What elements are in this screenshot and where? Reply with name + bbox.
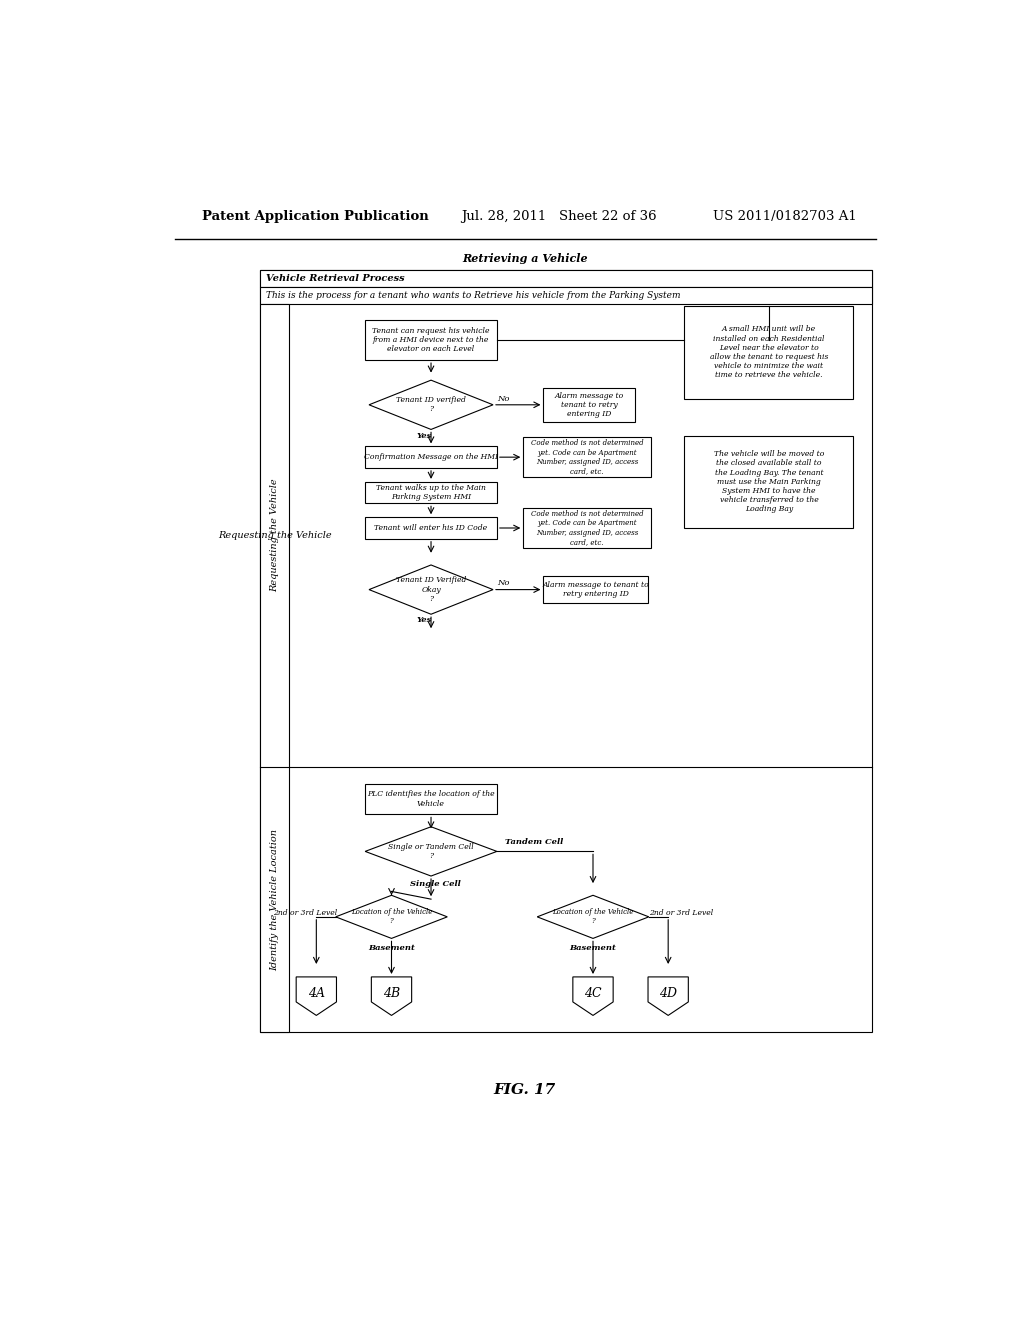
Text: Jul. 28, 2011   Sheet 22 of 36: Jul. 28, 2011 Sheet 22 of 36 (461, 210, 656, 223)
Polygon shape (369, 565, 493, 614)
Text: FIG. 17: FIG. 17 (494, 1084, 556, 1097)
Polygon shape (366, 826, 497, 876)
FancyBboxPatch shape (260, 271, 872, 1032)
Polygon shape (648, 977, 688, 1015)
Text: Code method is not determined
yet. Code can be Apartment
Number, assigned ID, ac: Code method is not determined yet. Code … (530, 440, 643, 475)
Text: Requesting the Vehicle: Requesting the Vehicle (270, 479, 279, 593)
Text: 2nd or 3rd Level: 2nd or 3rd Level (272, 909, 337, 917)
FancyBboxPatch shape (366, 321, 497, 360)
FancyBboxPatch shape (684, 436, 853, 528)
Text: Tenant can request his vehicle
from a HMI device next to the
elevator on each Le: Tenant can request his vehicle from a HM… (373, 327, 489, 354)
FancyBboxPatch shape (366, 517, 497, 539)
Text: Tandem Cell: Tandem Cell (505, 838, 563, 846)
FancyBboxPatch shape (260, 304, 289, 1032)
Text: No: No (497, 579, 509, 587)
Text: 4C: 4C (584, 986, 602, 999)
FancyBboxPatch shape (544, 388, 635, 422)
Text: US 2011/0182703 A1: US 2011/0182703 A1 (713, 210, 857, 223)
Text: The vehicle will be moved to
the closed available stall to
the Loading Bay. The : The vehicle will be moved to the closed … (714, 450, 824, 513)
FancyBboxPatch shape (260, 271, 872, 286)
Text: Single Cell: Single Cell (410, 879, 460, 888)
FancyBboxPatch shape (366, 784, 497, 814)
Text: Retrieving a Vehicle: Retrieving a Vehicle (462, 253, 588, 264)
Text: 4D: 4D (659, 986, 677, 999)
Text: Location of the Vehicle
?: Location of the Vehicle ? (552, 908, 634, 925)
Text: Alarm message to tenant to
retry entering ID: Alarm message to tenant to retry enterin… (543, 581, 649, 598)
FancyBboxPatch shape (523, 508, 651, 548)
Text: No: No (497, 395, 509, 403)
Text: Alarm message to
tenant to retry
entering ID: Alarm message to tenant to retry enterin… (555, 392, 624, 418)
Text: Yes: Yes (417, 432, 432, 440)
Polygon shape (572, 977, 613, 1015)
Text: Tenant ID verified
?: Tenant ID verified ? (396, 396, 466, 413)
Text: Patent Application Publication: Patent Application Publication (202, 210, 428, 223)
Text: Yes: Yes (417, 616, 432, 624)
Text: Vehicle Retrieval Process: Vehicle Retrieval Process (266, 275, 404, 282)
FancyBboxPatch shape (523, 437, 651, 478)
Polygon shape (336, 895, 447, 939)
Text: Location of the Vehicle
?: Location of the Vehicle ? (351, 908, 432, 925)
Polygon shape (296, 977, 337, 1015)
FancyBboxPatch shape (366, 482, 497, 503)
Text: PLC identifies the location of the
Vehicle: PLC identifies the location of the Vehic… (368, 791, 495, 808)
Polygon shape (372, 977, 412, 1015)
Text: This is the process for a tenant who wants to Retrieve his vehicle from the Park: This is the process for a tenant who wan… (266, 290, 681, 300)
Text: Confirmation Message on the HMI: Confirmation Message on the HMI (364, 453, 498, 461)
FancyBboxPatch shape (684, 306, 853, 399)
Text: 4B: 4B (383, 986, 400, 999)
Text: Tenant will enter his ID Code: Tenant will enter his ID Code (375, 524, 487, 532)
Polygon shape (369, 380, 493, 429)
FancyBboxPatch shape (260, 286, 872, 304)
FancyBboxPatch shape (366, 446, 497, 469)
Text: Basement: Basement (569, 944, 616, 952)
Text: 2nd or 3rd Level: 2nd or 3rd Level (649, 909, 714, 917)
Text: Tenant ID Verified
Okay
?: Tenant ID Verified Okay ? (396, 577, 466, 603)
Text: Basement: Basement (368, 944, 415, 952)
Text: Identify the Vehicle Location: Identify the Vehicle Location (270, 829, 279, 970)
Text: Single or Tandem Cell
?: Single or Tandem Cell ? (388, 842, 474, 861)
Text: Code method is not determined
yet. Code can be Apartment
Number, assigned ID, ac: Code method is not determined yet. Code … (530, 511, 643, 545)
Text: Tenant walks up to the Main
Parking System HMI: Tenant walks up to the Main Parking Syst… (376, 484, 486, 502)
Text: A small HMI unit will be
installed on each Residential
Level near the elevator t: A small HMI unit will be installed on ea… (710, 326, 828, 379)
FancyBboxPatch shape (544, 576, 648, 603)
Text: Requesting the Vehicle: Requesting the Vehicle (218, 531, 332, 540)
Polygon shape (538, 895, 649, 939)
Text: 4A: 4A (308, 986, 325, 999)
